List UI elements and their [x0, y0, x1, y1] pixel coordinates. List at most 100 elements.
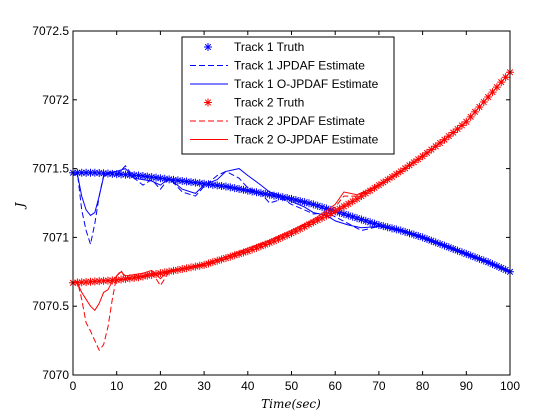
data-point	[353, 194, 362, 203]
data-point	[95, 169, 104, 178]
data-point	[252, 188, 261, 197]
data-point	[204, 180, 213, 189]
x-tick-label: 0	[70, 379, 77, 393]
data-point	[125, 274, 134, 283]
x-tick-label: 50	[285, 379, 299, 393]
data-point	[117, 170, 126, 179]
series-layer	[69, 68, 514, 352]
data-point	[134, 171, 143, 180]
data-point	[121, 274, 130, 283]
data-point	[191, 178, 200, 187]
data-point	[283, 231, 292, 240]
data-point	[90, 168, 99, 177]
data-point	[213, 181, 222, 190]
x-tick-label: 30	[197, 379, 211, 393]
x-tick-label: 20	[154, 379, 168, 393]
data-point	[147, 270, 156, 279]
data-point	[353, 214, 362, 223]
data-point	[200, 179, 209, 188]
data-point	[252, 243, 261, 252]
data-point	[291, 227, 300, 236]
x-tick-label: 80	[416, 379, 430, 393]
data-point	[217, 181, 226, 190]
y-tick-label: 7070.5	[32, 299, 69, 313]
data-point	[374, 221, 383, 230]
data-point	[274, 192, 283, 201]
legend-label: Track 1 JPDAF Estimate	[234, 59, 365, 73]
data-point	[103, 169, 112, 178]
x-tick-label: 70	[372, 379, 386, 393]
data-point	[318, 203, 327, 212]
legend-label: Track 2 Truth	[234, 96, 304, 110]
data-point	[318, 213, 327, 222]
data-point	[208, 180, 217, 189]
data-point	[248, 187, 257, 196]
legend-label: Track 1 O-JPDAF Estimate	[234, 77, 379, 91]
data-point	[357, 215, 366, 224]
legend-box	[181, 36, 395, 155]
data-point	[165, 267, 174, 276]
data-point	[265, 190, 274, 199]
legend: Track 1 Truth Track 1 JPDAF Estimate Track…	[181, 36, 395, 155]
series-6	[73, 71, 511, 312]
data-point	[348, 212, 357, 221]
data-point	[300, 222, 309, 231]
data-point	[344, 211, 353, 220]
data-point	[217, 255, 226, 264]
data-point	[304, 199, 313, 208]
y-axis-label: J	[13, 201, 27, 210]
data-point	[86, 277, 95, 286]
data-point	[322, 211, 331, 220]
data-point	[265, 238, 274, 247]
data-point	[143, 271, 152, 280]
data-point	[156, 174, 165, 183]
data-point	[344, 199, 353, 208]
data-point	[366, 186, 375, 195]
legend-entry: Track 1 O-JPDAF Estimate	[190, 77, 379, 91]
data-point	[287, 194, 296, 203]
x-tick-label: 90	[460, 379, 474, 393]
data-point	[138, 272, 147, 281]
data-point	[331, 207, 340, 216]
data-point	[86, 168, 95, 177]
data-point	[309, 200, 318, 209]
data-point	[383, 223, 392, 232]
data-point	[173, 176, 182, 185]
data-point	[388, 224, 397, 233]
data-point	[335, 204, 344, 213]
data-point	[361, 216, 370, 225]
y-tick-label: 7072.5	[32, 24, 69, 38]
data-point	[112, 276, 121, 285]
data-point	[300, 198, 309, 207]
data-point	[357, 192, 366, 201]
data-point	[186, 178, 195, 187]
data-point	[361, 189, 370, 198]
data-point	[230, 251, 239, 260]
data-point	[226, 252, 235, 261]
data-point	[90, 277, 99, 286]
x-tick-label: 40	[241, 379, 255, 393]
data-point	[112, 170, 121, 179]
data-point	[82, 277, 91, 286]
data-point	[243, 186, 252, 195]
data-point	[95, 277, 104, 286]
data-point	[326, 209, 335, 218]
ticks-layer: 0 10 20 30 40 50 60 70 80 90 100 7070 7070.5 7071 7071…	[32, 24, 520, 393]
x-tick-label: 100	[500, 379, 520, 393]
data-point	[322, 204, 331, 213]
data-point	[379, 222, 388, 231]
data-point	[213, 256, 222, 265]
data-point	[278, 193, 287, 202]
data-point	[235, 184, 244, 193]
x-axis-label: Time(sec)	[261, 397, 321, 411]
data-point	[182, 177, 191, 186]
data-point	[165, 175, 174, 184]
x-tick-label: 60	[329, 379, 343, 393]
data-point	[370, 219, 379, 228]
data-point	[156, 269, 165, 278]
data-point	[221, 254, 230, 263]
data-point	[77, 168, 86, 177]
series-3	[72, 168, 511, 273]
data-point	[296, 197, 305, 206]
data-point	[160, 174, 169, 183]
